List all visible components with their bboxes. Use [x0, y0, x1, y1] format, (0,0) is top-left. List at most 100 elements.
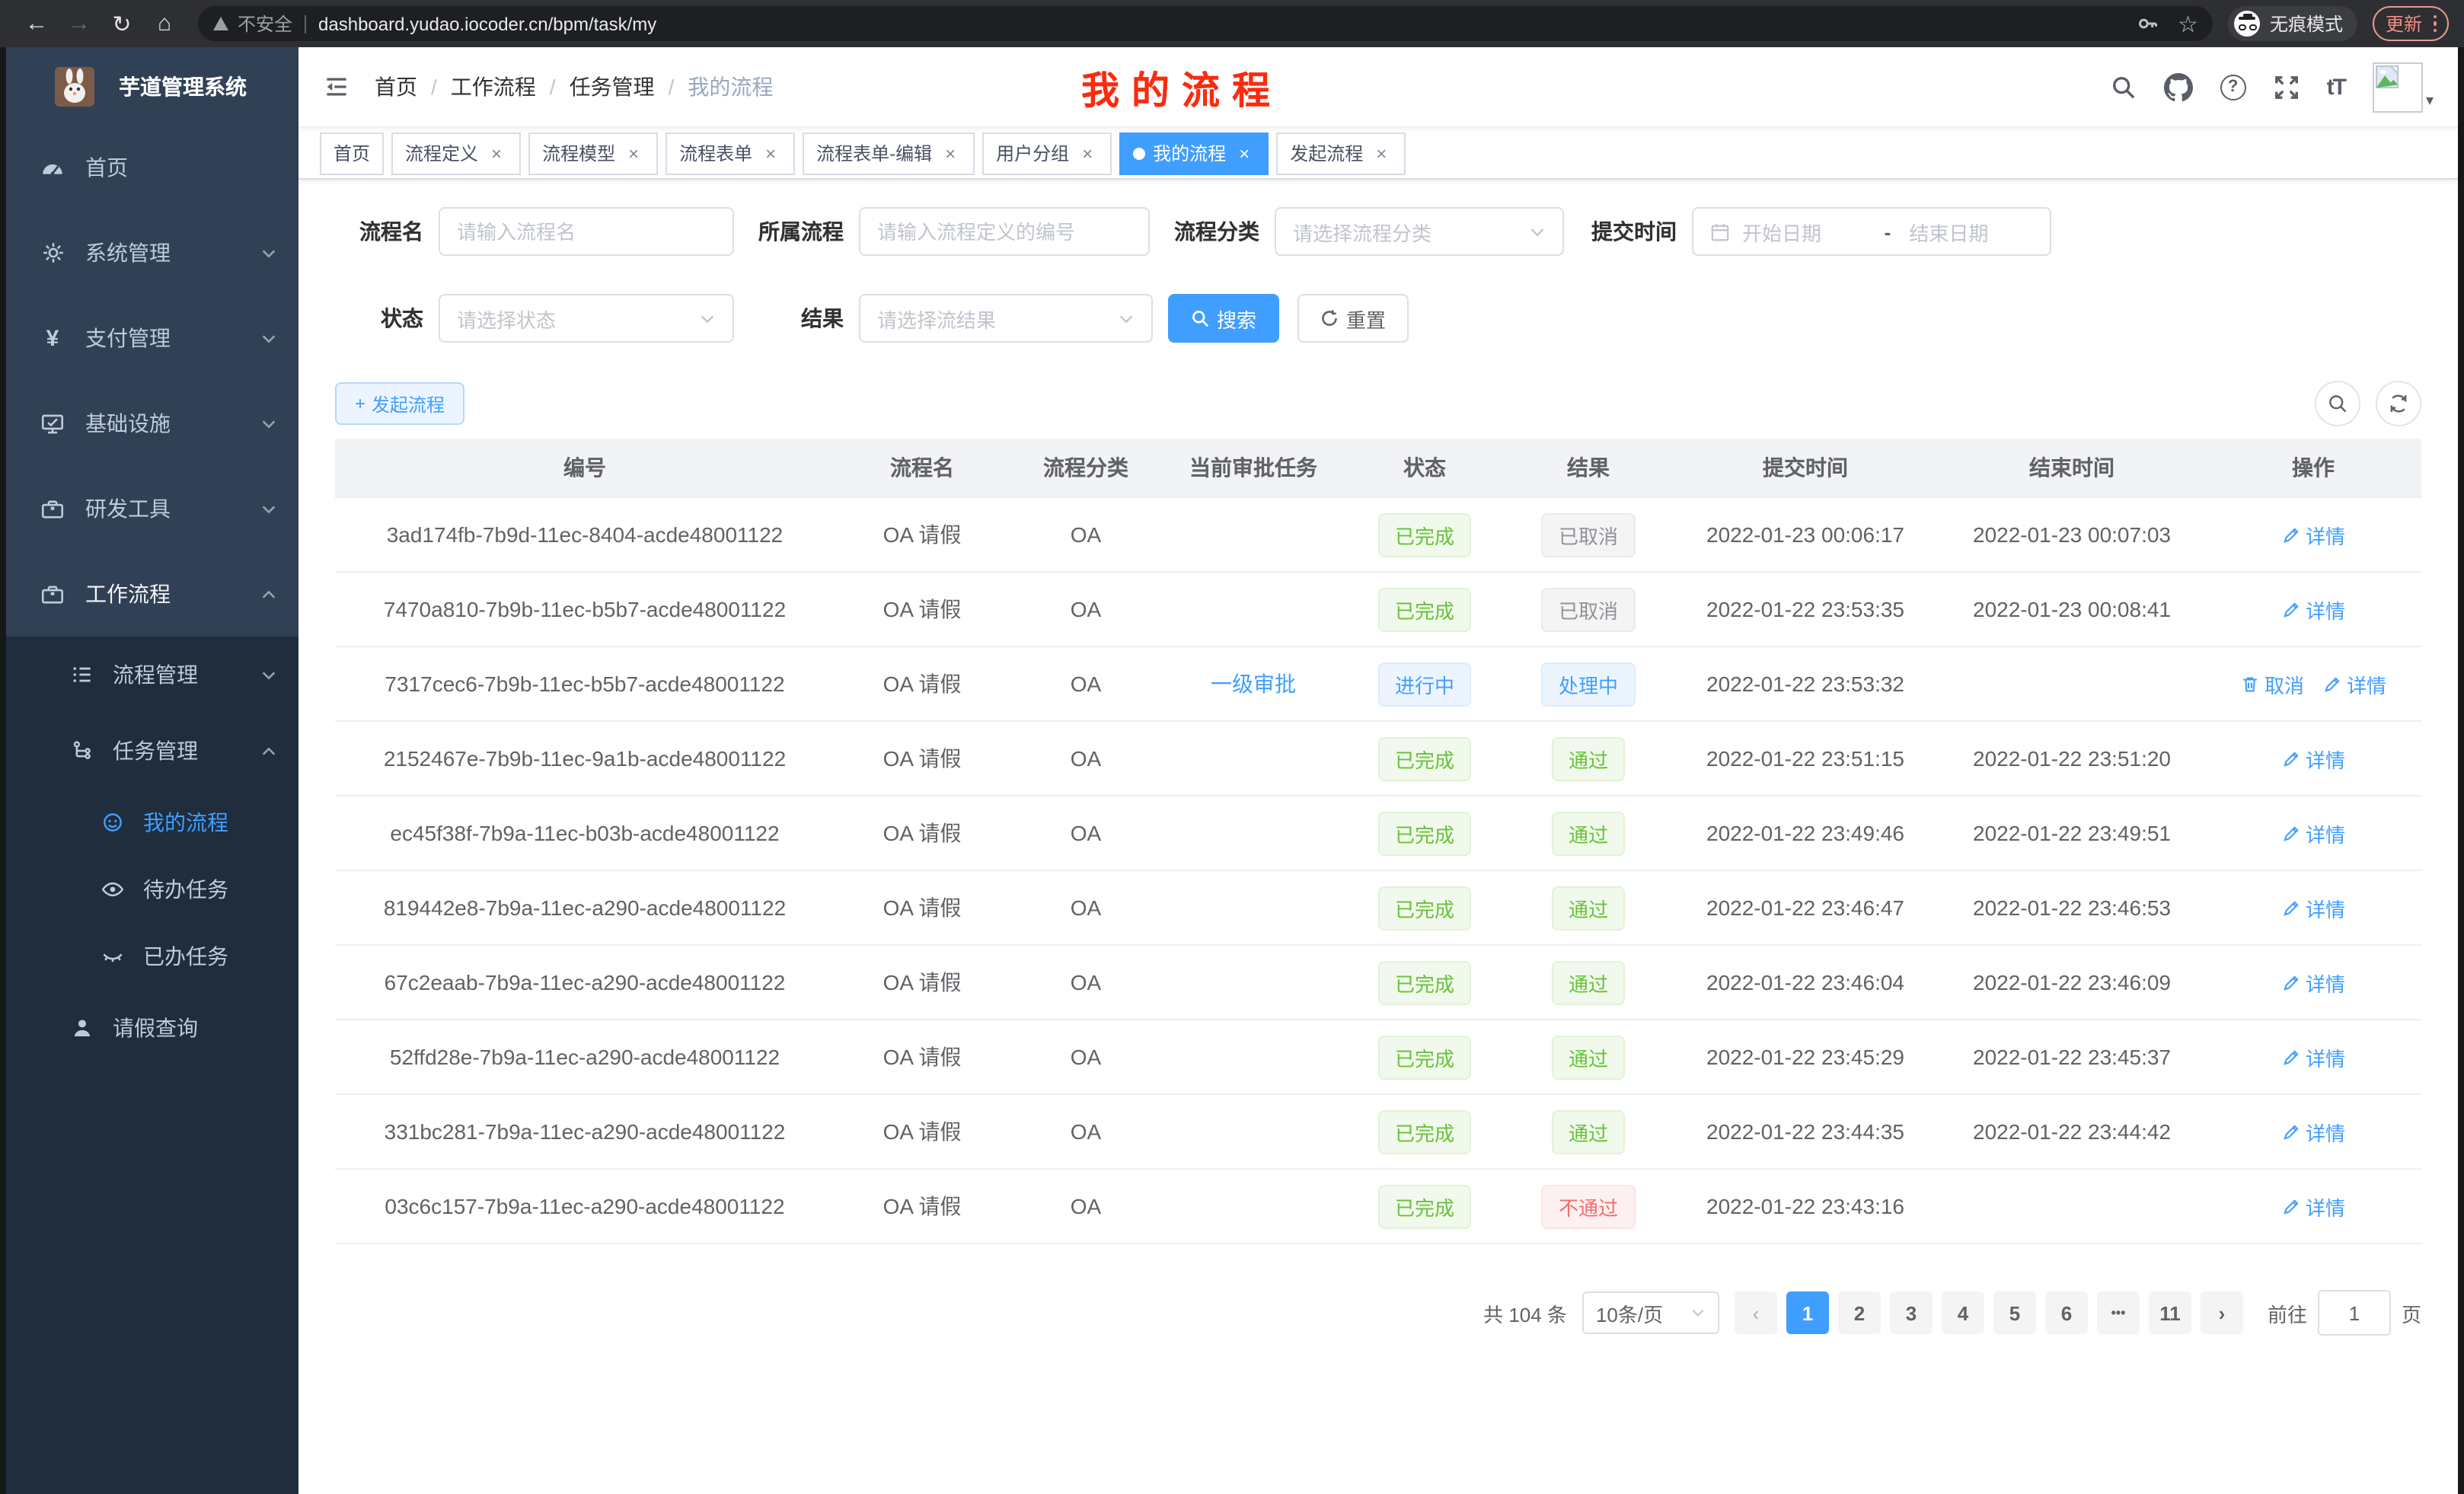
reset-button[interactable]: 重置	[1297, 294, 1409, 343]
tab-close-icon[interactable]: ×	[1239, 142, 1250, 164]
detail-link[interactable]: 详情	[2281, 520, 2345, 549]
page-button-4[interactable]: 4	[1941, 1291, 1984, 1334]
page-size-select[interactable]: 10条/页	[1581, 1291, 1719, 1334]
tab-流程表单-编辑[interactable]: 流程表单-编辑 ×	[803, 132, 975, 174]
address-bar[interactable]: 不安全 dashboard.yudao.iocoder.cn/bpm/task/…	[198, 6, 2213, 41]
sidebar-item-infrastructure[interactable]: 基础设施	[6, 381, 298, 466]
font-size-icon[interactable]: tT	[2326, 74, 2347, 100]
detail-link[interactable]: 详情	[2281, 893, 2345, 922]
detail-link[interactable]: 详情	[2281, 744, 2345, 773]
page-button-1[interactable]: 1	[1786, 1291, 1829, 1334]
detail-link[interactable]: 详情	[2281, 595, 2345, 624]
sidebar-item-home[interactable]: 首页	[6, 125, 298, 210]
search-icon	[1192, 311, 1209, 327]
process-name-cell: OA 请假	[883, 1119, 962, 1144]
header-search-icon[interactable]	[2111, 74, 2137, 100]
saved-passwords-key-icon[interactable]	[2137, 12, 2159, 35]
sidebar-item-task-mgmt[interactable]: 任务管理	[6, 713, 298, 789]
page-button-2[interactable]: 2	[1837, 1291, 1881, 1334]
sidebar-item-done-tasks[interactable]: 已办任务	[6, 923, 298, 990]
process-name-input[interactable]	[439, 207, 734, 256]
detail-link[interactable]: 详情	[2281, 1192, 2345, 1221]
cancel-link[interactable]: 取消	[2240, 669, 2304, 698]
bookmark-star-icon[interactable]: ☆	[2178, 11, 2198, 37]
tab-流程模型[interactable]: 流程模型 ×	[528, 132, 659, 174]
browser-forward-icon[interactable]: →	[68, 11, 91, 37]
tab-label: 我的流程	[1153, 143, 1227, 164]
breadcrumb-item[interactable]: 首页	[375, 75, 417, 99]
end-time-cell	[1939, 1170, 2205, 1243]
sidebar-item-dev-tools[interactable]: 研发工具	[6, 466, 298, 551]
tab-close-icon[interactable]: ×	[765, 142, 777, 164]
submit-time-range-picker[interactable]: 开始日期 - 结束日期	[1692, 207, 2051, 256]
actions-cell: 详情	[2205, 1095, 2421, 1168]
avatar-caret-icon[interactable]: ▾	[2425, 92, 2434, 109]
browser-home-icon[interactable]: ⌂	[157, 11, 172, 37]
sidebar-item-leave-query[interactable]: 请假查询	[6, 990, 298, 1066]
help-icon[interactable]: ?	[2220, 74, 2246, 100]
github-icon[interactable]	[2163, 72, 2193, 101]
tab-close-icon[interactable]: ×	[945, 142, 956, 164]
detail-link[interactable]: 详情	[2281, 1042, 2345, 1071]
sidebar-item-process-mgmt[interactable]: 流程管理	[6, 637, 298, 713]
detail-link[interactable]: 详情	[2281, 968, 2345, 997]
parent-process-input[interactable]	[859, 207, 1150, 256]
current-task-cell	[1162, 498, 1345, 571]
trash-icon	[2243, 676, 2257, 691]
avatar[interactable]	[2372, 62, 2423, 112]
tab-close-icon[interactable]: ×	[628, 142, 640, 164]
browser-back-icon[interactable]: ←	[25, 11, 48, 37]
next-page-button[interactable]: ›	[2200, 1291, 2243, 1334]
chevron-down-icon	[1118, 310, 1135, 327]
tab-close-icon[interactable]: ×	[1376, 142, 1387, 164]
result-badge: 不通过	[1541, 1184, 1635, 1228]
prev-page-button[interactable]: ‹	[1734, 1291, 1777, 1334]
tab-close-icon[interactable]: ×	[1082, 142, 1093, 164]
sidebar-fold-icon[interactable]	[323, 73, 350, 101]
chevron-down-icon	[699, 310, 716, 327]
sidebar-item-system[interactable]: 系统管理	[6, 210, 298, 295]
detail-link[interactable]: 详情	[2281, 819, 2345, 848]
process-name-cell: OA 请假	[883, 1194, 962, 1218]
actions-cell: 详情	[2205, 573, 2421, 646]
result-select[interactable]: 请选择流结果	[859, 294, 1153, 343]
current-task-link[interactable]: 一级审批	[1211, 672, 1296, 696]
status-select[interactable]: 请选择状态	[439, 294, 734, 343]
page-button-11[interactable]: 11	[2148, 1291, 2191, 1334]
category-cell: OA	[1070, 895, 1102, 920]
tab-流程表单[interactable]: 流程表单 ×	[665, 132, 796, 174]
breadcrumb-item[interactable]: 任务管理	[569, 75, 655, 99]
refresh-table-button[interactable]	[2376, 381, 2421, 426]
browser-update-button[interactable]: 更新	[2373, 6, 2449, 41]
category-select[interactable]: 请选择流程分类	[1275, 207, 1564, 256]
browser-reload-icon[interactable]: ↻	[112, 11, 132, 37]
show-search-button[interactable]	[2315, 381, 2360, 426]
current-task-cell	[1162, 871, 1345, 944]
tab-发起流程[interactable]: 发起流程 ×	[1276, 132, 1406, 174]
page-button-3[interactable]: 3	[1889, 1291, 1933, 1334]
submit-time-cell: 2022-01-22 23:45:29	[1706, 1045, 1904, 1069]
sidebar-item-todo-tasks[interactable]: 待办任务	[6, 856, 298, 923]
column-header: 状态	[1403, 455, 1446, 480]
detail-link[interactable]: 详情	[2281, 1117, 2345, 1146]
tab-close-icon[interactable]: ×	[491, 142, 503, 164]
sidebar-item-my-process[interactable]: 我的流程	[6, 789, 298, 856]
sidebar-item-workflow[interactable]: 工作流程	[6, 551, 298, 637]
eye-icon	[101, 877, 125, 902]
search-button[interactable]: 搜索	[1168, 294, 1280, 343]
tab-用户分组[interactable]: 用户分组 ×	[982, 132, 1112, 174]
browser-menu-icon[interactable]	[2433, 14, 2437, 33]
sidebar-item-label: 首页	[85, 155, 128, 180]
goto-page-input[interactable]	[2317, 1290, 2391, 1336]
tab-首页[interactable]: 首页	[320, 132, 385, 174]
sidebar-item-payment[interactable]: ¥ 支付管理	[6, 295, 298, 381]
tab-流程定义[interactable]: 流程定义 ×	[391, 132, 522, 174]
page-button-5[interactable]: 5	[1993, 1291, 2036, 1334]
detail-link[interactable]: 详情	[2322, 669, 2386, 698]
create-process-button[interactable]: + 发起流程	[335, 382, 465, 425]
tab-我的流程[interactable]: 我的流程 ×	[1119, 132, 1269, 174]
page-button-6[interactable]: 6	[2044, 1291, 2088, 1334]
breadcrumb-item[interactable]: 工作流程	[450, 75, 536, 99]
fullscreen-icon[interactable]	[2274, 74, 2300, 100]
end-time-cell: 2022-01-22 23:45:37	[1973, 1045, 2171, 1069]
